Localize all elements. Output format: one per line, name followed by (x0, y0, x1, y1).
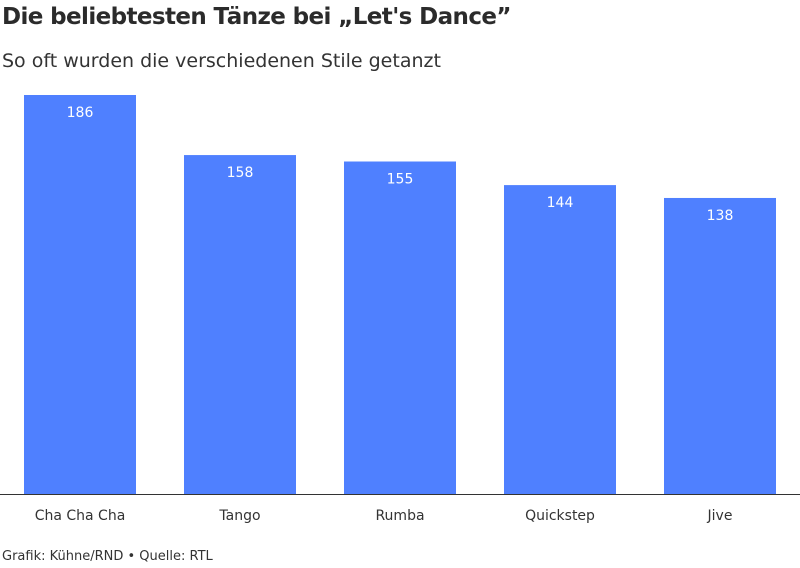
bar-value-label: 144 (547, 195, 574, 211)
bar-cha-cha-cha (24, 95, 136, 494)
chart-source: Grafik: Kühne/RND • Quelle: RTL (2, 549, 213, 564)
x-tick-label: Cha Cha Cha (35, 508, 126, 524)
x-tick-label: Tango (218, 508, 260, 524)
bar-jive (664, 197, 776, 494)
x-tick-label: Jive (707, 508, 733, 524)
chart-subtitle: So oft wurden die verschiedenen Stile ge… (2, 50, 441, 72)
bar-rumba (344, 161, 456, 494)
x-tick-label: Quickstep (525, 508, 595, 524)
bar-value-label: 138 (707, 208, 734, 224)
bar-value-label: 158 (227, 165, 254, 181)
bars-group: 186 158 155 144 138 (24, 95, 776, 494)
chart-title: Die beliebtesten Tänze bei „Let's Dance” (2, 4, 511, 30)
bar-value-label: 186 (67, 105, 94, 121)
bar-quickstep (504, 185, 616, 494)
x-tick-label: Rumba (375, 508, 424, 524)
bar-tango (184, 155, 296, 494)
bar-chart: 186 158 155 144 138 Cha Cha Cha Tango Rumba Qui… (0, 95, 800, 524)
x-axis-ticks: Cha Cha Cha Tango Rumba Quickstep Jive (35, 508, 733, 524)
bar-value-label: 155 (387, 172, 414, 188)
